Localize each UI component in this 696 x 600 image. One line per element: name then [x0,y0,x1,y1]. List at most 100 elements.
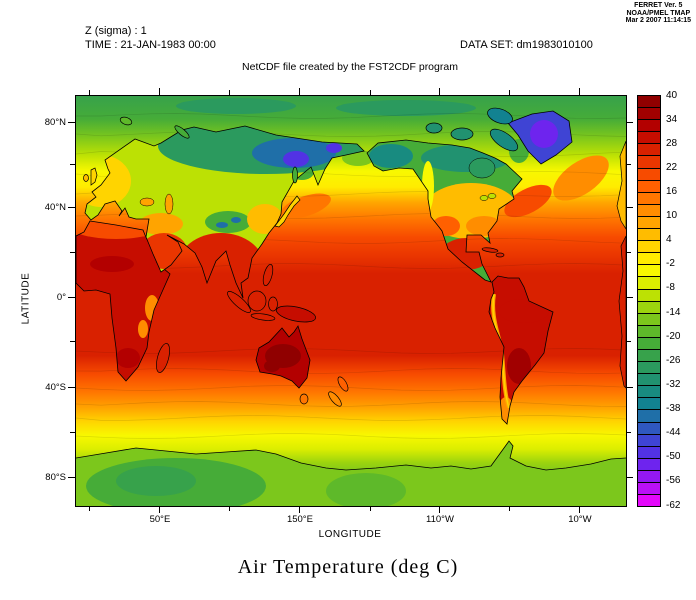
region-new_zealand_north [337,376,349,392]
x-axis-major-tick-top [439,88,441,95]
colorbar-cell [638,337,660,350]
colorbar-label: -8 [666,282,675,294]
y-axis-major-tick [68,121,75,123]
region-baffin_island [489,128,519,152]
temperature-heatmap [76,96,626,506]
x-axis-minor-tick [229,506,231,511]
region-himalaya_peaks [216,222,228,228]
colorbar-cell [638,253,660,266]
colorbar-label: -56 [666,475,681,487]
map-plot-area [75,95,627,507]
x-axis-minor-tick-top [369,90,371,95]
x-axis-major-tick [299,506,301,513]
region-arctic_ocean_band [176,98,296,114]
region-sulawesi [268,296,278,312]
region-great_lakes [479,195,489,201]
y-axis-tick-label: 80°S [45,472,66,484]
region-gulf_stream [504,184,552,218]
colorbar-cell [638,265,660,278]
region-east_antarctica_core [116,466,196,496]
x-axis-major-tick-top [299,88,301,95]
y-axis-tick-label: 80°N [44,116,66,128]
x-axis-minor-tick-top [509,90,511,95]
region-hudson_bay [468,157,496,179]
dataset-label: DATA SET: dm1983010100 [460,39,593,51]
colorbar-cell [638,204,660,217]
ferret-org: NOAA/PMEL TMAP [626,9,691,17]
y-axis-tick-label: 40°N [44,202,66,214]
x-axis-minor-tick [369,506,371,511]
coastline-north_america_base [366,139,523,283]
y-axis-major-tick-right [626,386,633,388]
region-banks_island [425,122,443,134]
colorbar-cell [638,349,660,363]
colorbar-cell [638,434,660,447]
colorbar-cell [638,96,660,109]
y-axis-minor-tick-right [626,432,631,433]
colorbar-cell [638,241,660,254]
colorbar-cell [638,168,660,181]
region-svalbard [119,116,133,126]
colorbar-cell [638,132,660,145]
region-new_zealand_south [328,391,342,407]
region-great_lakes [487,193,497,199]
region-east_african_highlands [138,320,148,338]
colorbar-cell [638,277,660,290]
colorbar-cell [638,216,660,230]
coastline-antarctica [76,440,626,471]
x-axis-major-tick [579,506,581,513]
colorbar [637,95,661,507]
colorbar-cell [638,398,660,411]
colorbar-cell [638,422,660,435]
y-axis-minor-tick [70,164,75,166]
y-axis-minor-tick-right [626,251,631,253]
y-axis-minor-tick [70,432,75,433]
coastline-south_america_base [488,275,554,425]
region-cuba [481,247,499,253]
colorbar-label: 40 [666,89,678,101]
region-europe_repeat_strip [616,140,626,230]
colorbar-cell [638,180,660,193]
contour-line [76,385,626,391]
region-britain [90,167,98,186]
region-tasmania [299,393,309,405]
y-axis-major-tick [68,207,75,209]
region-caspian_sea [164,193,174,215]
region-verkhoyansk_cold_pole [283,151,309,167]
colorbar-label: -50 [666,451,681,463]
colorbar-label: 16 [666,185,678,197]
colorbar-label: -44 [666,427,681,439]
region-kuroshio [281,193,331,219]
plot-title: Air Temperature (deg C) [237,556,459,578]
colorbar-cell [638,410,660,423]
x-axis-major-tick-top [159,88,161,95]
colorbar-label: -26 [666,354,681,366]
x-axis-title: LONGITUDE [318,529,382,540]
coastline-australia [255,325,311,389]
colorbar-cell [638,229,660,242]
x-axis-tick-label: 50°E [149,514,171,525]
region-ross_region [326,473,406,506]
x-axis-tick-label: 10°W [568,514,592,525]
time-label: TIME : 21-JAN-1983 00:00 [85,39,216,51]
colorbar-cell [638,386,660,399]
x-axis-major-tick [439,506,441,513]
region-ellesmere_island [487,107,513,125]
y-axis-tick-label: 0° [56,291,66,303]
y-axis-major-tick-right [626,477,633,479]
colorbar-cell [638,495,660,507]
x-axis-minor-tick-top [89,90,91,95]
y-axis-major-tick [68,296,75,298]
colorbar-cell [638,483,660,496]
region-madagascar [156,343,170,373]
y-axis-minor-tick [70,251,75,253]
region-greenland_ice_core [530,120,558,148]
region-africa_north_coast [76,221,162,239]
y-axis-major-tick-right [626,296,633,298]
colorbar-label: -32 [666,378,681,390]
region-novaya_zemlya [174,125,190,139]
x-axis-major-tick-top [579,88,581,95]
x-axis-tick-label: 110°W [426,514,454,525]
region-himalaya_peaks [231,217,241,223]
y-axis-tick-label: 40°S [45,381,66,393]
